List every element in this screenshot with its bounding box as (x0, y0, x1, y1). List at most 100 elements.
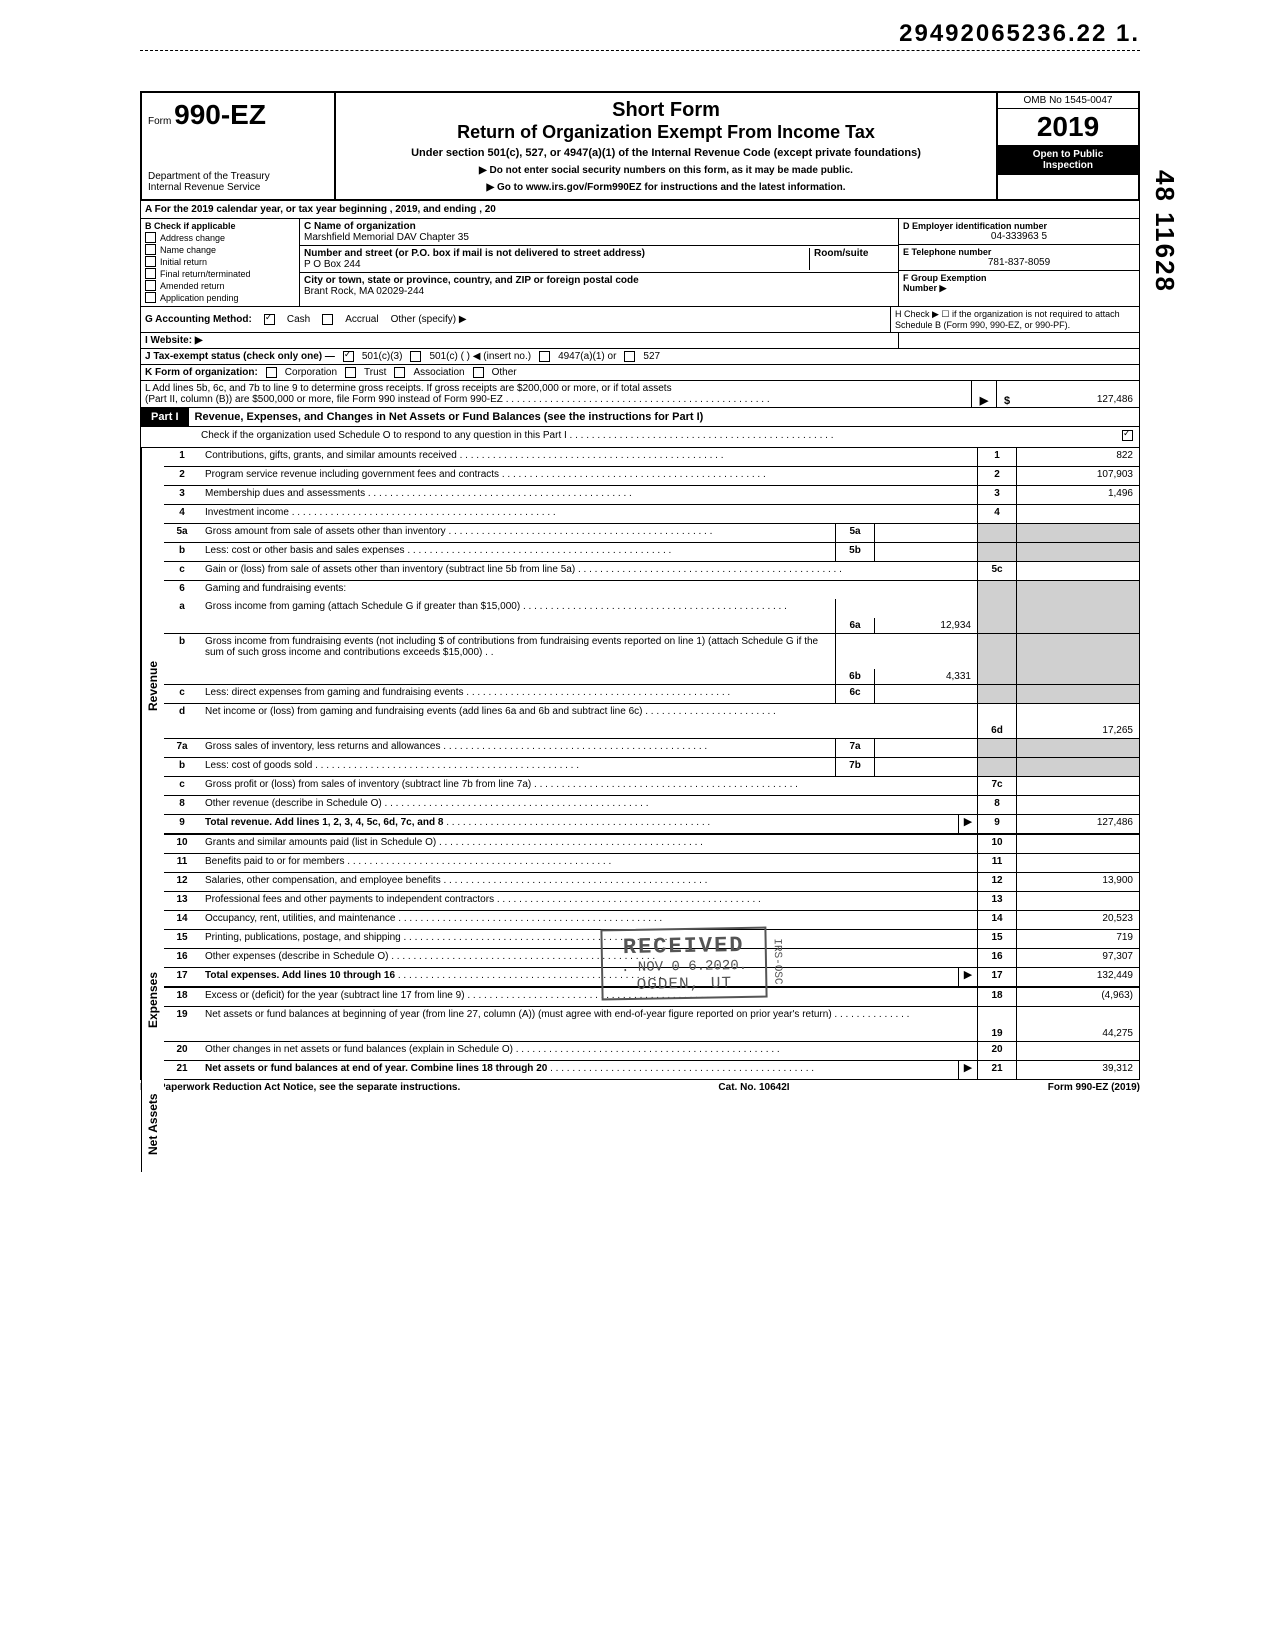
line-5a: 5a Gross amount from sale of assets othe… (141, 524, 1139, 543)
line-7a: 7a Gross sales of inventory, less return… (141, 739, 1139, 758)
row-h-cont (898, 333, 1139, 348)
form-label: Form (148, 116, 171, 127)
chk-amended[interactable]: Amended return (145, 280, 295, 291)
chk-pending[interactable]: Application pending (145, 292, 295, 303)
g-other: Other (specify) ▶ (391, 314, 467, 325)
part1-title: Revenue, Expenses, and Changes in Net As… (189, 408, 1139, 426)
note2: ▶ Go to www.irs.gov/Form990EZ for instru… (346, 182, 986, 193)
checkbox-icon[interactable] (145, 232, 156, 243)
checkbox-icon[interactable] (345, 367, 356, 378)
row-i-wrap: I Website: ▶ (140, 333, 1140, 349)
k-o1: Corporation (285, 367, 337, 378)
checkbox-icon[interactable] (343, 351, 354, 362)
cell-city: City or town, state or province, country… (300, 273, 898, 299)
checkbox-icon[interactable] (145, 268, 156, 279)
l-line2: (Part II, column (B)) are $500,000 or mo… (145, 394, 503, 405)
col-b-header: B Check if applicable (145, 221, 295, 231)
line-2: 2 Program service revenue including gove… (141, 467, 1139, 486)
d-label: D Employer identification number (903, 221, 1135, 231)
omb: OMB No 1545-0047 (998, 93, 1138, 109)
row-gh: G Accounting Method: Cash Accrual Other … (140, 307, 1140, 333)
open-label: Open to Public (1000, 149, 1136, 160)
chk-address[interactable]: Address change (145, 232, 295, 243)
checkbox-icon[interactable] (145, 244, 156, 255)
footer-left: For Paperwork Reduction Act Notice, see … (140, 1082, 460, 1093)
checkbox-icon[interactable] (473, 367, 484, 378)
line-3: 3 Membership dues and assessments 3 1,49… (141, 486, 1139, 505)
line-6a: a Gross income from gaming (attach Sched… (141, 599, 1139, 634)
checkbox-icon[interactable] (1122, 430, 1133, 441)
inspection-label: Inspection (1000, 160, 1136, 171)
line-14: 14 Occupancy, rent, utilities, and maint… (141, 911, 1139, 930)
checkbox-icon[interactable] (145, 292, 156, 303)
line-6c: c Less: direct expenses from gaming and … (141, 685, 1139, 704)
e-value: 781-837-8059 (903, 257, 1135, 268)
line-20: 20 Other changes in net assets or fund b… (141, 1042, 1139, 1061)
street-label: Number and street (or P.O. box if mail i… (304, 248, 809, 259)
vlabel-revenue: Revenue (141, 448, 164, 924)
f-label: F Group Exemption (903, 273, 1135, 283)
g-accrual: Accrual (345, 314, 378, 325)
check-o-text: Check if the organization used Schedule … (201, 430, 567, 441)
cell-e: E Telephone number 781-837-8059 (899, 245, 1139, 271)
chk-name[interactable]: Name change (145, 244, 295, 255)
short-form: Short Form (346, 99, 986, 122)
part1-tag: Part I (141, 408, 189, 426)
checkbox-icon[interactable] (145, 280, 156, 291)
checkbox-icon[interactable] (322, 314, 333, 325)
line-7c: c Gross profit or (loss) from sales of i… (141, 777, 1139, 796)
k-o2: Trust (364, 367, 386, 378)
note1: ▶ Do not enter social security numbers o… (346, 165, 986, 176)
checkbox-icon[interactable] (410, 351, 421, 362)
col-c: C Name of organization Marshfield Memori… (300, 219, 898, 306)
arrow-icon: ▶ (958, 815, 977, 833)
recv-side: IRS-OSC (771, 938, 784, 984)
checkbox-icon[interactable] (266, 367, 277, 378)
d-value: 04-333963 5 (903, 231, 1135, 242)
chk-final[interactable]: Final return/terminated (145, 268, 295, 279)
row-a: A For the 2019 calendar year, or tax yea… (140, 201, 1140, 219)
col-def: D Employer identification number 04-3339… (898, 219, 1139, 306)
line-5c: c Gain or (loss) from sale of assets oth… (141, 562, 1139, 581)
checkbox-icon[interactable] (624, 351, 635, 362)
footer: For Paperwork Reduction Act Notice, see … (140, 1080, 1140, 1095)
footer-mid: Cat. No. 10642I (718, 1082, 789, 1093)
col-b: B Check if applicable Address change Nam… (141, 219, 300, 306)
f-label2: Number ▶ (903, 283, 1135, 294)
l-line1: L Add lines 5b, 6c, and 7b to line 9 to … (145, 383, 967, 394)
line-4: 4 Investment income 4 (141, 505, 1139, 524)
header-left: Form 990-EZ Department of the Treasury I… (142, 93, 336, 199)
j-label: J Tax-exempt status (check only one) — (145, 351, 335, 362)
k-o3: Association (413, 367, 464, 378)
c-label: C Name of organization (304, 221, 894, 232)
checkbox-icon[interactable] (539, 351, 550, 362)
j-o4: 527 (643, 351, 660, 362)
row-h: H Check ▶ ☐ if the organization is not r… (890, 307, 1139, 332)
received-stamp: RECEIVED . NOV 0 6.2020. OGDEN, UT IRS-O… (600, 927, 767, 1001)
row-g: G Accounting Method: Cash Accrual Other … (141, 307, 890, 332)
checkbox-icon[interactable] (394, 367, 405, 378)
checkbox-icon[interactable] (145, 256, 156, 267)
line-21: 21 Net assets or fund balances at end of… (141, 1061, 1139, 1079)
cell-street: Number and street (or P.O. box if mail i… (300, 246, 898, 273)
year: 2019 (998, 109, 1138, 145)
year-suffix: 19 (1068, 111, 1099, 142)
city-value: Brant Rock, MA 02029-244 (304, 286, 894, 297)
line-6b: b Gross income from fundraising events (… (141, 634, 1139, 685)
open-public: Open to Public Inspection (998, 145, 1138, 175)
city-label: City or town, state or province, country… (304, 275, 894, 286)
line-1: 1 Contributions, gifts, grants, and simi… (141, 448, 1139, 467)
year-prefix: 20 (1037, 111, 1068, 142)
line-10: 10 Grants and similar amounts paid (list… (141, 835, 1139, 854)
j-o2: 501(c) ( ) ◀ (insert no.) (429, 351, 531, 362)
line-19: 19 Net assets or fund balances at beginn… (141, 1007, 1139, 1042)
j-o1: 501(c)(3) (362, 351, 403, 362)
street-value: P O Box 244 (304, 259, 809, 270)
checkbox-icon[interactable] (264, 314, 275, 325)
form-subtitle: Under section 501(c), 527, or 4947(a)(1)… (346, 147, 986, 159)
line-13: 13 Professional fees and other payments … (141, 892, 1139, 911)
row-k: K Form of organization: Corporation Trus… (140, 365, 1140, 381)
e-label: E Telephone number (903, 247, 1135, 257)
line-9: 9 Total revenue. Add lines 1, 2, 3, 4, 5… (141, 815, 1139, 835)
chk-initial[interactable]: Initial return (145, 256, 295, 267)
